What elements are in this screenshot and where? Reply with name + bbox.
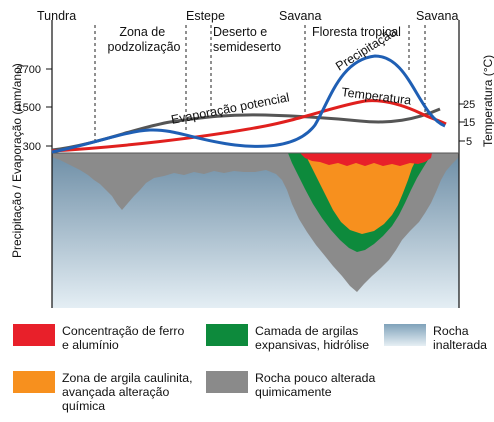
evaporation-label: Evaporação potencial [170, 90, 291, 127]
zone-separators [94, 25, 426, 140]
legend-swatch-kaolinite [13, 371, 55, 393]
right-tick-15: 15 [463, 117, 475, 129]
right-tick-5: 5 [466, 136, 472, 148]
legend-label-slightly-altered-rock: Rocha pouco alterada quimicamente [255, 371, 376, 399]
kaolinite-zone-layer [305, 153, 420, 234]
left-tick-2700: 2700 [17, 64, 41, 76]
legend-item-unaltered-rock: Rocha inalterada [384, 324, 487, 352]
left-axis-title: Precipitação / Evaporação (mm/ano) [10, 63, 24, 258]
precipitation-curve [51, 54, 446, 154]
left-tick-1500: 1500 [17, 102, 41, 114]
weathering-profile-diagram: 2700 1500 300 25 15 5 Precipitação / Eva… [10, 9, 494, 308]
zone-label-savanna-right: Savana [416, 9, 458, 23]
legend-label-kaolinite: Zona de argila caulinita, avançada alter… [62, 371, 193, 413]
left-tick-300: 300 [23, 141, 41, 153]
legend-swatch-iron-aluminium [13, 324, 55, 346]
legend-label-unaltered-rock: Rocha inalterada [433, 324, 488, 352]
left-axis-ticks [46, 68, 52, 147]
legend-label-iron-aluminium: Concentração de ferro e alumínio [62, 324, 185, 352]
zone-label-podzolization-line-1: Zona de [119, 25, 165, 39]
zone-label-steppe: Estepe [186, 9, 225, 23]
legend-item-iron-aluminium: Concentração de ferro e alumínio [13, 324, 184, 352]
legend-swatch-unaltered-rock [384, 324, 426, 346]
legend-label-expansive-clay: Camada de argilas expansivas, hidrólise [255, 324, 370, 352]
right-axis-ticks [459, 103, 465, 142]
zone-label-savanna-left: Savana [279, 9, 321, 23]
zone-label-desert-line-1: Deserto e [213, 25, 267, 39]
temperature-curve [51, 99, 447, 153]
zone-label-desert-line-2: semideserto [213, 40, 281, 54]
right-tick-25: 25 [463, 99, 475, 111]
legend-swatch-slightly-altered-rock [206, 371, 248, 393]
zone-label-desert: Deserto e semideserto [213, 25, 281, 54]
iron-aluminium-layer [300, 153, 432, 166]
legend-item-kaolinite: Zona de argila caulinita, avançada alter… [13, 371, 193, 413]
right-axis-title: Temperatura (°C) [481, 55, 494, 147]
zone-label-tropical-forest: Floresta tropical [312, 25, 401, 39]
legend-item-expansive-clay: Camada de argilas expansivas, hidrólise [206, 324, 369, 352]
legend-item-slightly-altered-rock: Rocha pouco alterada quimicamente [206, 371, 375, 399]
zone-label-podzolization: Zona de podzolização [108, 25, 181, 54]
zone-label-podzolization-line-2: podzolização [108, 40, 181, 54]
legend-swatch-expansive-clay [206, 324, 248, 346]
zone-label-tundra: Tundra [37, 9, 76, 23]
